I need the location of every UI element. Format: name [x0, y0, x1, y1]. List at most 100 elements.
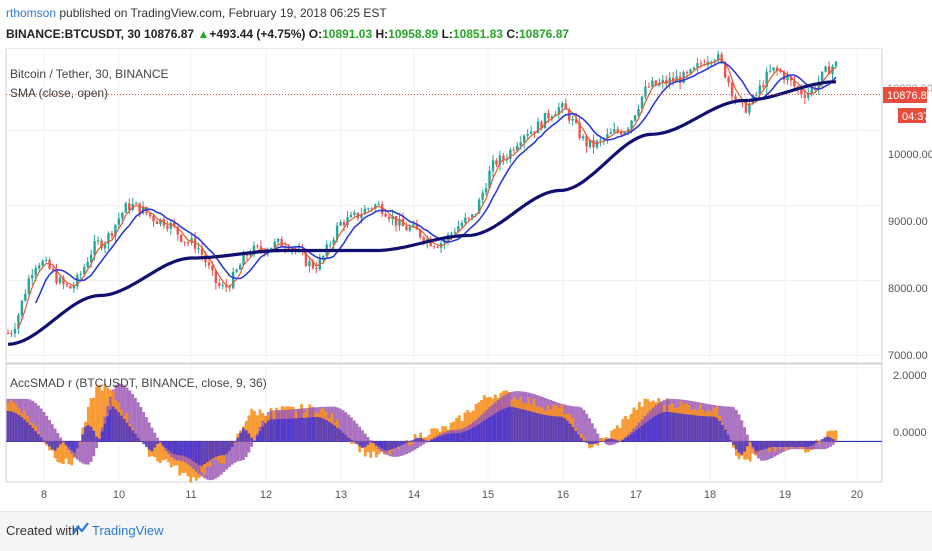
osc-blue-bar-195 [546, 415, 550, 442]
osc-orange-bar-261 [729, 441, 733, 443]
osc-blue-bar-9 [31, 427, 35, 442]
osc-blue-bar-189 [529, 411, 533, 442]
price-tick-7000: 7000.00 [888, 350, 928, 362]
osc-purple-bar-298 [831, 441, 835, 445]
candle-body-93 [328, 244, 332, 246]
osc-orange-bar-213 [596, 441, 600, 446]
osc-orange-bar-153 [430, 428, 434, 442]
candle-body-71 [252, 245, 256, 255]
candle-body-236 [824, 66, 827, 72]
osc-blue-bar-220 [615, 440, 619, 442]
osc-blue-bar-0 [6, 411, 10, 442]
osc-blue-bar-52 [150, 441, 154, 452]
osc-purple-bar-208 [582, 409, 586, 442]
oscillator-scale[interactable]: 2.0000 0.0000 [893, 370, 927, 439]
osc-purple-bar-146 [410, 441, 414, 452]
osc-blue-bar-129 [363, 441, 367, 448]
indicator-legend: AccSMAD r (BTCUSDT, BINANCE, close, 9, 3… [10, 376, 267, 390]
price-tag-bg [883, 87, 927, 103]
candle-body-78 [277, 238, 280, 242]
osc-blue-bar-39 [114, 409, 118, 442]
osc-blue-bar-297 [829, 437, 832, 442]
osc-blue-bar-47 [136, 437, 140, 442]
timer-tag: 04:37 [902, 111, 930, 123]
tradingview-brand-link[interactable]: TradingView [92, 523, 164, 538]
osc-orange-bar-218 [610, 430, 614, 442]
osc-blue-bar-182 [510, 406, 514, 442]
osc-blue-bar-298 [831, 439, 835, 442]
candle-body-175 [613, 129, 616, 133]
osc-purple-bar-18 [56, 433, 60, 442]
osc-blue-bar-208 [582, 440, 586, 442]
candle-body-200 [699, 63, 703, 65]
osc-blue-bar-105 [297, 418, 301, 442]
osc-blue-bar-11 [37, 434, 40, 442]
candle-body-186 [651, 80, 654, 87]
candle-body-77 [273, 241, 276, 248]
osc-blue-bar-126 [355, 441, 359, 445]
osc-orange-bar-220 [615, 425, 619, 442]
time-label-8: 8 [41, 489, 47, 501]
osc-purple-bar-291 [812, 441, 816, 450]
candle-body-213 [744, 101, 748, 113]
candle-body-88 [311, 261, 315, 268]
osc-blue-bar-38 [111, 406, 115, 442]
candle-body-38 [138, 202, 141, 214]
osc-orange-bar-88 [250, 408, 254, 442]
osc-blue-bar-112 [316, 416, 320, 442]
candle-body-26 [96, 240, 100, 242]
osc-orange-bar-35 [103, 383, 107, 442]
osc-purple-bar-209 [585, 413, 589, 442]
candle-body-196 [685, 72, 689, 74]
osc-purple-bar-144 [405, 441, 409, 455]
osc-blue-bar-193 [541, 414, 544, 442]
osc-purple-bar-26 [78, 441, 82, 462]
series-title: Bitcoin / Tether, 30, BINANCE [10, 67, 169, 81]
osc-purple-bar-148 [416, 441, 420, 449]
osc-blue-bar-123 [347, 437, 351, 442]
osc-purple-bar-44 [128, 390, 132, 442]
osc-purple-bar-81 [230, 441, 234, 465]
tradingview-logo-icon[interactable] [72, 521, 90, 537]
candle-body-113 [398, 218, 401, 226]
candle-body-115 [405, 226, 408, 231]
osc-blue-bar-272 [759, 441, 763, 451]
osc-purple-bar-206 [577, 406, 580, 442]
osc-blue-bar-17 [53, 441, 57, 451]
osc-purple-bar-266 [743, 427, 747, 442]
osc-purple-bar-32 [95, 441, 99, 449]
osc-blue-bar-240 [671, 412, 675, 442]
moving-averages [7, 59, 837, 346]
osc-blue-bar-36 [106, 416, 110, 442]
candle-body-102 [360, 214, 363, 219]
timer-tag-bg [898, 108, 926, 123]
osc-blue-bar-143 [402, 441, 406, 445]
osc-blue-bar-292 [815, 441, 819, 443]
osc-blue-bar-291 [812, 441, 816, 445]
time-label-10: 10 [113, 489, 125, 501]
candle-body-163 [571, 118, 574, 121]
osc-blue-bar-53 [153, 441, 157, 448]
candle-body-1 [10, 333, 13, 335]
chart-area[interactable]: Bitcoin / Tether, 30, BINANCE SMA (close… [0, 48, 932, 511]
price-scale[interactable]: 10880.00 10000.00 9000.00 8000.00 7000.0… [883, 83, 932, 362]
osc-blue-bar-197 [552, 416, 555, 442]
candle-body-2 [13, 328, 17, 334]
osc-blue-bar-56 [161, 441, 165, 446]
osc-blue-bar-281 [784, 441, 788, 447]
osc-blue-bar-63 [181, 441, 184, 456]
osc-purple-bar-131 [369, 440, 373, 442]
osc-orange-bar-82 [233, 441, 237, 444]
osc-purple-bar-267 [745, 434, 749, 442]
osc-blue-bar-160 [449, 433, 453, 442]
author-link[interactable]: rthomson [6, 6, 57, 20]
candle-body-143 [502, 155, 505, 160]
time-axis[interactable]: 8 10 11 12 13 14 15 16 17 18 19 20 [41, 489, 863, 501]
osc-orange-bar-294 [820, 441, 824, 442]
osc-blue-bar-194 [543, 414, 547, 442]
osc-blue-bar-41 [120, 415, 123, 442]
osc-blue-bar-142 [399, 441, 403, 446]
candle-body-227 [793, 80, 796, 87]
candle-body-67 [238, 265, 242, 270]
osc-orange-bar-222 [621, 418, 625, 442]
